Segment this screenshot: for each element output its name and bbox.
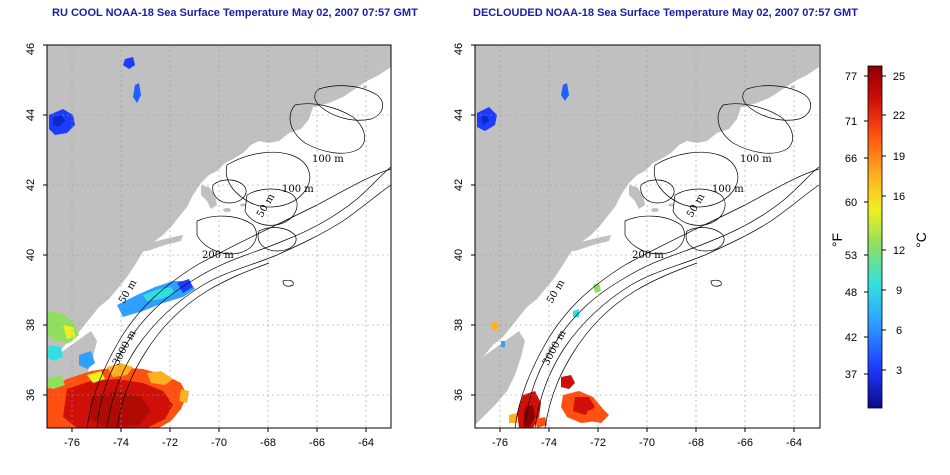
- colorbar-labels-fahrenheit: 77 71 66 60 53 48 42 37: [845, 71, 857, 381]
- axis-ticks-left: [43, 44, 367, 432]
- fahrenheit-unit-label: °F: [829, 233, 845, 247]
- panel-title-left: RU COOL NOAA-18 Sea Surface Temperature …: [52, 7, 418, 19]
- x-tick-label: -68: [688, 437, 704, 449]
- y-tick-label: 44: [453, 109, 465, 121]
- colorbar-ticks-fahrenheit: [864, 75, 868, 375]
- y-tick-label: 40: [453, 249, 465, 261]
- y-tick-label: 44: [25, 109, 37, 121]
- fahrenheit-tick-label: 60: [845, 197, 857, 209]
- y-tick-label: 38: [25, 319, 37, 331]
- celsius-tick-label: 22: [893, 110, 905, 122]
- celsius-tick-label: 16: [893, 191, 905, 203]
- y-axis-labels-right: 36 38 40 42 44 46: [453, 43, 465, 401]
- celsius-tick-label: 12: [893, 245, 905, 257]
- y-tick-label: 36: [453, 389, 465, 401]
- fahrenheit-tick-label: 66: [845, 153, 857, 165]
- x-tick-label: -76: [492, 437, 508, 449]
- colorbar-labels-celsius: 25 22 19 16 12 9 6 3: [893, 71, 905, 377]
- y-tick-label: 42: [453, 179, 465, 191]
- celsius-tick-label: 9: [896, 285, 902, 297]
- x-tick-label: -74: [113, 437, 129, 449]
- fahrenheit-tick-label: 77: [845, 71, 857, 83]
- contour-label-50m-a: 50 m: [685, 192, 707, 220]
- axis-ticks-right: [471, 44, 795, 432]
- y-axis-labels-left: 36 38 40 42 44 46: [25, 43, 37, 401]
- contour-label-100m-a: 100 m: [740, 154, 772, 165]
- y-tick-label: 38: [453, 319, 465, 331]
- x-tick-label: -70: [211, 437, 227, 449]
- y-tick-label: 46: [453, 43, 465, 55]
- celsius-tick-label: 6: [896, 325, 902, 337]
- colorbar-ticks-celsius: [882, 75, 886, 371]
- celsius-unit-label: °C: [913, 232, 929, 248]
- map-panel-left: 100 m 100 m 50 m 200 m 50 m 3000 m -76 -…: [25, 43, 392, 449]
- y-tick-label: 42: [25, 179, 37, 191]
- grid-lines-right: [475, 45, 820, 428]
- celsius-tick-label: 25: [893, 71, 905, 83]
- grid-lines-left: [47, 45, 391, 428]
- celsius-tick-label: 19: [893, 151, 905, 163]
- map-panel-right: 100 m 100 m 50 m 200 m 50 m 3000 m -76 -…: [453, 43, 821, 449]
- contour-label-100m-b: 100 m: [712, 184, 744, 195]
- fahrenheit-tick-label: 42: [845, 332, 857, 344]
- fahrenheit-tick-label: 53: [845, 250, 857, 262]
- contour-label-200m: 200 m: [632, 250, 664, 261]
- sst-lake-patches: [49, 57, 141, 135]
- colorbar-ramp: [867, 65, 883, 409]
- x-tick-label: -72: [590, 437, 606, 449]
- y-tick-label: 46: [25, 43, 37, 55]
- colorbar: 77 71 66 60 53 48 42 37 25 22 19 16 12 9…: [829, 65, 929, 409]
- fahrenheit-tick-label: 71: [845, 116, 857, 128]
- contour-label-100m-b: 100 m: [282, 184, 314, 195]
- celsius-tick-label: 3: [896, 365, 902, 377]
- x-tick-label: -76: [64, 437, 80, 449]
- contour-label-200m: 200 m: [202, 250, 234, 261]
- x-tick-label: -64: [786, 437, 802, 449]
- x-tick-label: -66: [737, 437, 753, 449]
- y-tick-label: 36: [25, 389, 37, 401]
- x-tick-label: -74: [541, 437, 557, 449]
- fahrenheit-tick-label: 48: [845, 287, 857, 299]
- x-tick-label: -66: [309, 437, 325, 449]
- sst-shelf-patches: [491, 283, 601, 347]
- x-axis-labels-left: -76 -74 -72 -70 -68 -66 -64: [64, 437, 374, 449]
- x-tick-label: -70: [639, 437, 655, 449]
- sst-gulf-stream: [509, 375, 609, 428]
- panel-title-right: DECLOUDED NOAA-18 Sea Surface Temperatur…: [473, 7, 858, 19]
- fahrenheit-tick-label: 37: [845, 369, 857, 381]
- sst-gulf-stream: [47, 363, 189, 428]
- x-tick-label: -72: [162, 437, 178, 449]
- x-axis-labels-right: -76 -74 -72 -70 -68 -66 -64: [492, 437, 802, 449]
- x-tick-label: -64: [358, 437, 374, 449]
- contour-label-100m-a: 100 m: [312, 154, 344, 165]
- x-tick-label: -68: [260, 437, 276, 449]
- y-tick-label: 40: [25, 249, 37, 261]
- sst-lake-patches: [477, 83, 569, 131]
